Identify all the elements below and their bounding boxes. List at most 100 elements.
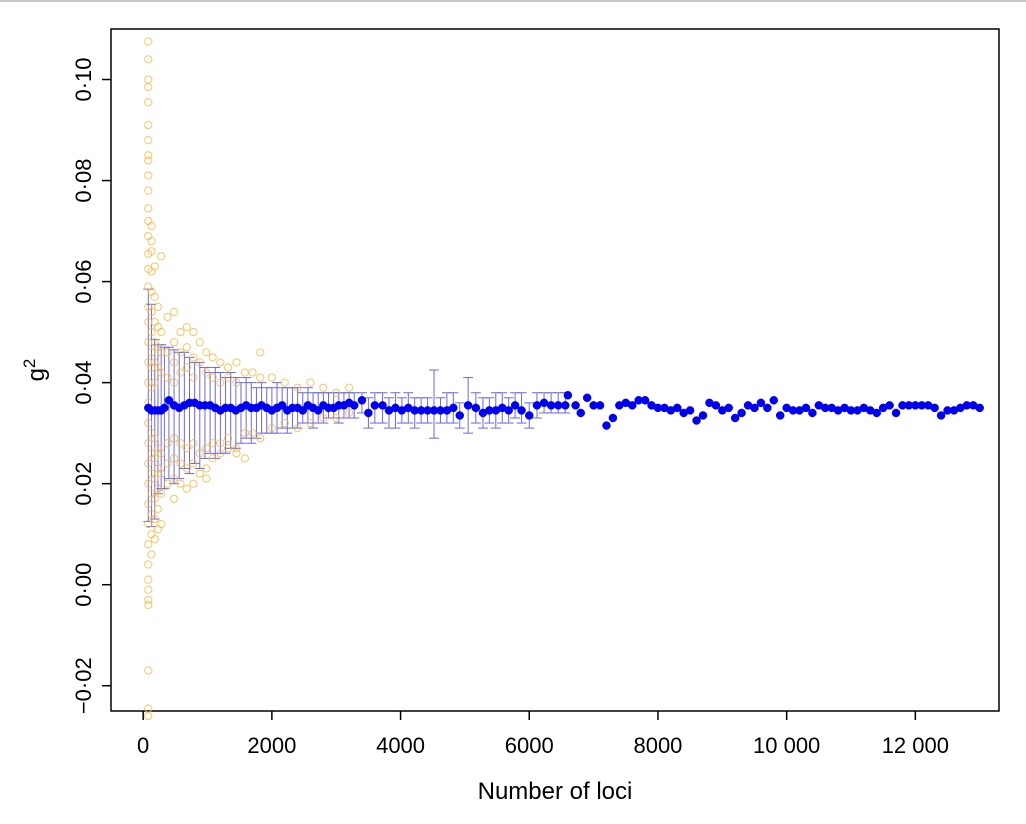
plot-frame [110, 28, 1000, 712]
mean-point [463, 401, 473, 410]
mean-point [930, 403, 939, 413]
replicate-point [163, 348, 172, 357]
replicate-point [144, 479, 153, 488]
replicate-point [267, 423, 276, 433]
mean-point [510, 401, 520, 410]
mean-point [517, 406, 526, 415]
y-tick-label: 0·06 [71, 260, 96, 304]
mean-point [602, 421, 611, 430]
replicate-point [144, 540, 153, 549]
mean-point [750, 403, 759, 413]
replicate-point [150, 378, 159, 387]
mean-point [563, 391, 573, 400]
mean-point [576, 408, 585, 418]
replicate-point [144, 499, 153, 508]
replicate-point [208, 439, 217, 448]
replicate-point [144, 75, 153, 84]
replicate-point [150, 292, 159, 301]
mean-point [936, 411, 946, 420]
replicate-point [144, 711, 153, 721]
y-tick-label: 0·08 [71, 159, 96, 203]
replicate-point [189, 328, 198, 337]
mean-point [891, 408, 901, 418]
mean-point [471, 403, 481, 413]
replicate-point [344, 408, 354, 418]
replicate-point [202, 464, 211, 473]
mean-point [298, 406, 308, 415]
replicate-point [144, 136, 153, 145]
mean-points-layer [144, 391, 984, 430]
replicate-point [176, 439, 185, 448]
y-tick-label: 0·02 [71, 462, 96, 506]
y-axis-title: g2 [20, 359, 50, 382]
mean-point [711, 401, 721, 410]
x-axis: 0 2000 4000 6000 8000 10 000 12 000 [137, 711, 949, 758]
replicate-point [144, 560, 153, 569]
replicate-point [150, 434, 159, 443]
replicate-point [144, 317, 153, 327]
replicate-point [163, 312, 172, 322]
mean-point [769, 396, 779, 405]
mean-point [801, 403, 811, 413]
x-tick-label: 10 000 [753, 733, 820, 758]
replicate-point [150, 535, 159, 544]
x-tick-label: 12 000 [882, 733, 949, 758]
replicate-point [240, 429, 249, 438]
x-axis-title: Number of loci [478, 778, 633, 805]
mean-point [504, 406, 513, 415]
mean-point [525, 411, 534, 420]
replicate-point [195, 449, 204, 458]
mean-point [313, 406, 323, 415]
replicate-point [153, 504, 163, 514]
mean-point [164, 396, 174, 405]
replicate-point [248, 429, 257, 438]
replicate-point [189, 479, 198, 488]
mean-point [349, 401, 359, 410]
replicate-point [224, 363, 233, 372]
replicate-point [147, 550, 156, 559]
replicate-point [150, 494, 159, 503]
replicate-point [224, 373, 233, 382]
replicate-point [202, 368, 211, 377]
mean-point [640, 396, 650, 405]
replicate-point [147, 328, 156, 337]
replicate-point [256, 373, 265, 382]
mean-point [571, 401, 580, 410]
mean-point [698, 411, 708, 420]
replicate-point [144, 82, 153, 92]
mean-point [357, 396, 367, 405]
mean-point [370, 401, 380, 410]
replicate-point [157, 348, 166, 357]
y-tick-label: 0·04 [71, 361, 96, 405]
replicate-point [195, 469, 204, 478]
replicate-point [144, 459, 153, 468]
replicate-point [144, 666, 153, 675]
replicate-point [157, 489, 166, 498]
replicate-point [169, 474, 179, 483]
replicate-point [144, 575, 153, 584]
replicate-point [150, 474, 159, 483]
replicate-point [169, 434, 179, 443]
mean-point [553, 401, 563, 410]
replicate-point [176, 348, 185, 357]
replicate-point [182, 444, 192, 453]
replicate-point [144, 204, 153, 213]
replicate-point [163, 373, 172, 382]
replicate-point [169, 494, 179, 503]
replicate-point [176, 328, 185, 337]
replicate-point [240, 454, 249, 463]
replicate-point [144, 55, 153, 64]
mean-point [455, 411, 465, 420]
replicate-point [208, 373, 217, 382]
replicate-point [147, 307, 156, 317]
replicate-point [144, 519, 153, 529]
replicate-point [224, 434, 233, 443]
replicate-point [147, 237, 156, 246]
replicate-point [182, 484, 192, 493]
replicate-point [280, 418, 289, 428]
window-top-border [0, 0, 1026, 2]
replicate-point [293, 383, 302, 392]
mean-point [692, 416, 701, 425]
replicate-point [157, 469, 166, 478]
replicate-point [202, 474, 211, 483]
